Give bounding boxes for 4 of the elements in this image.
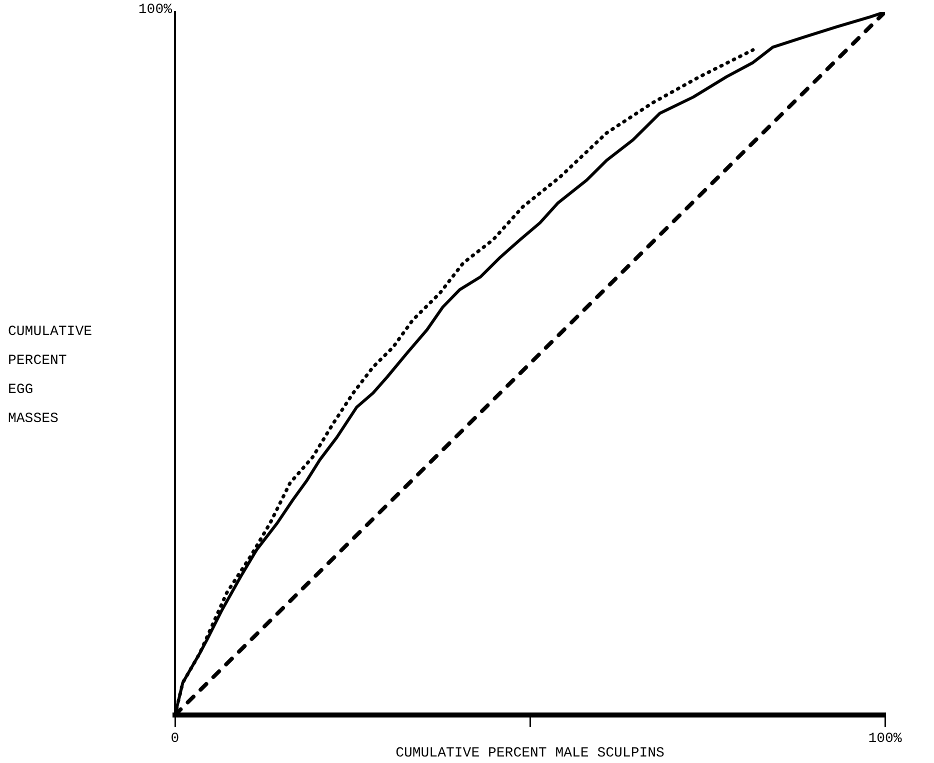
x-tick-label: 0 (170, 731, 180, 748)
text: 100% (138, 1, 172, 20)
x-axis-title: CUMULATIVE PERCENT MALE SCULPINS (396, 745, 664, 762)
text: CUMULATIVE PERCENT EGG MASSES (8, 323, 92, 429)
